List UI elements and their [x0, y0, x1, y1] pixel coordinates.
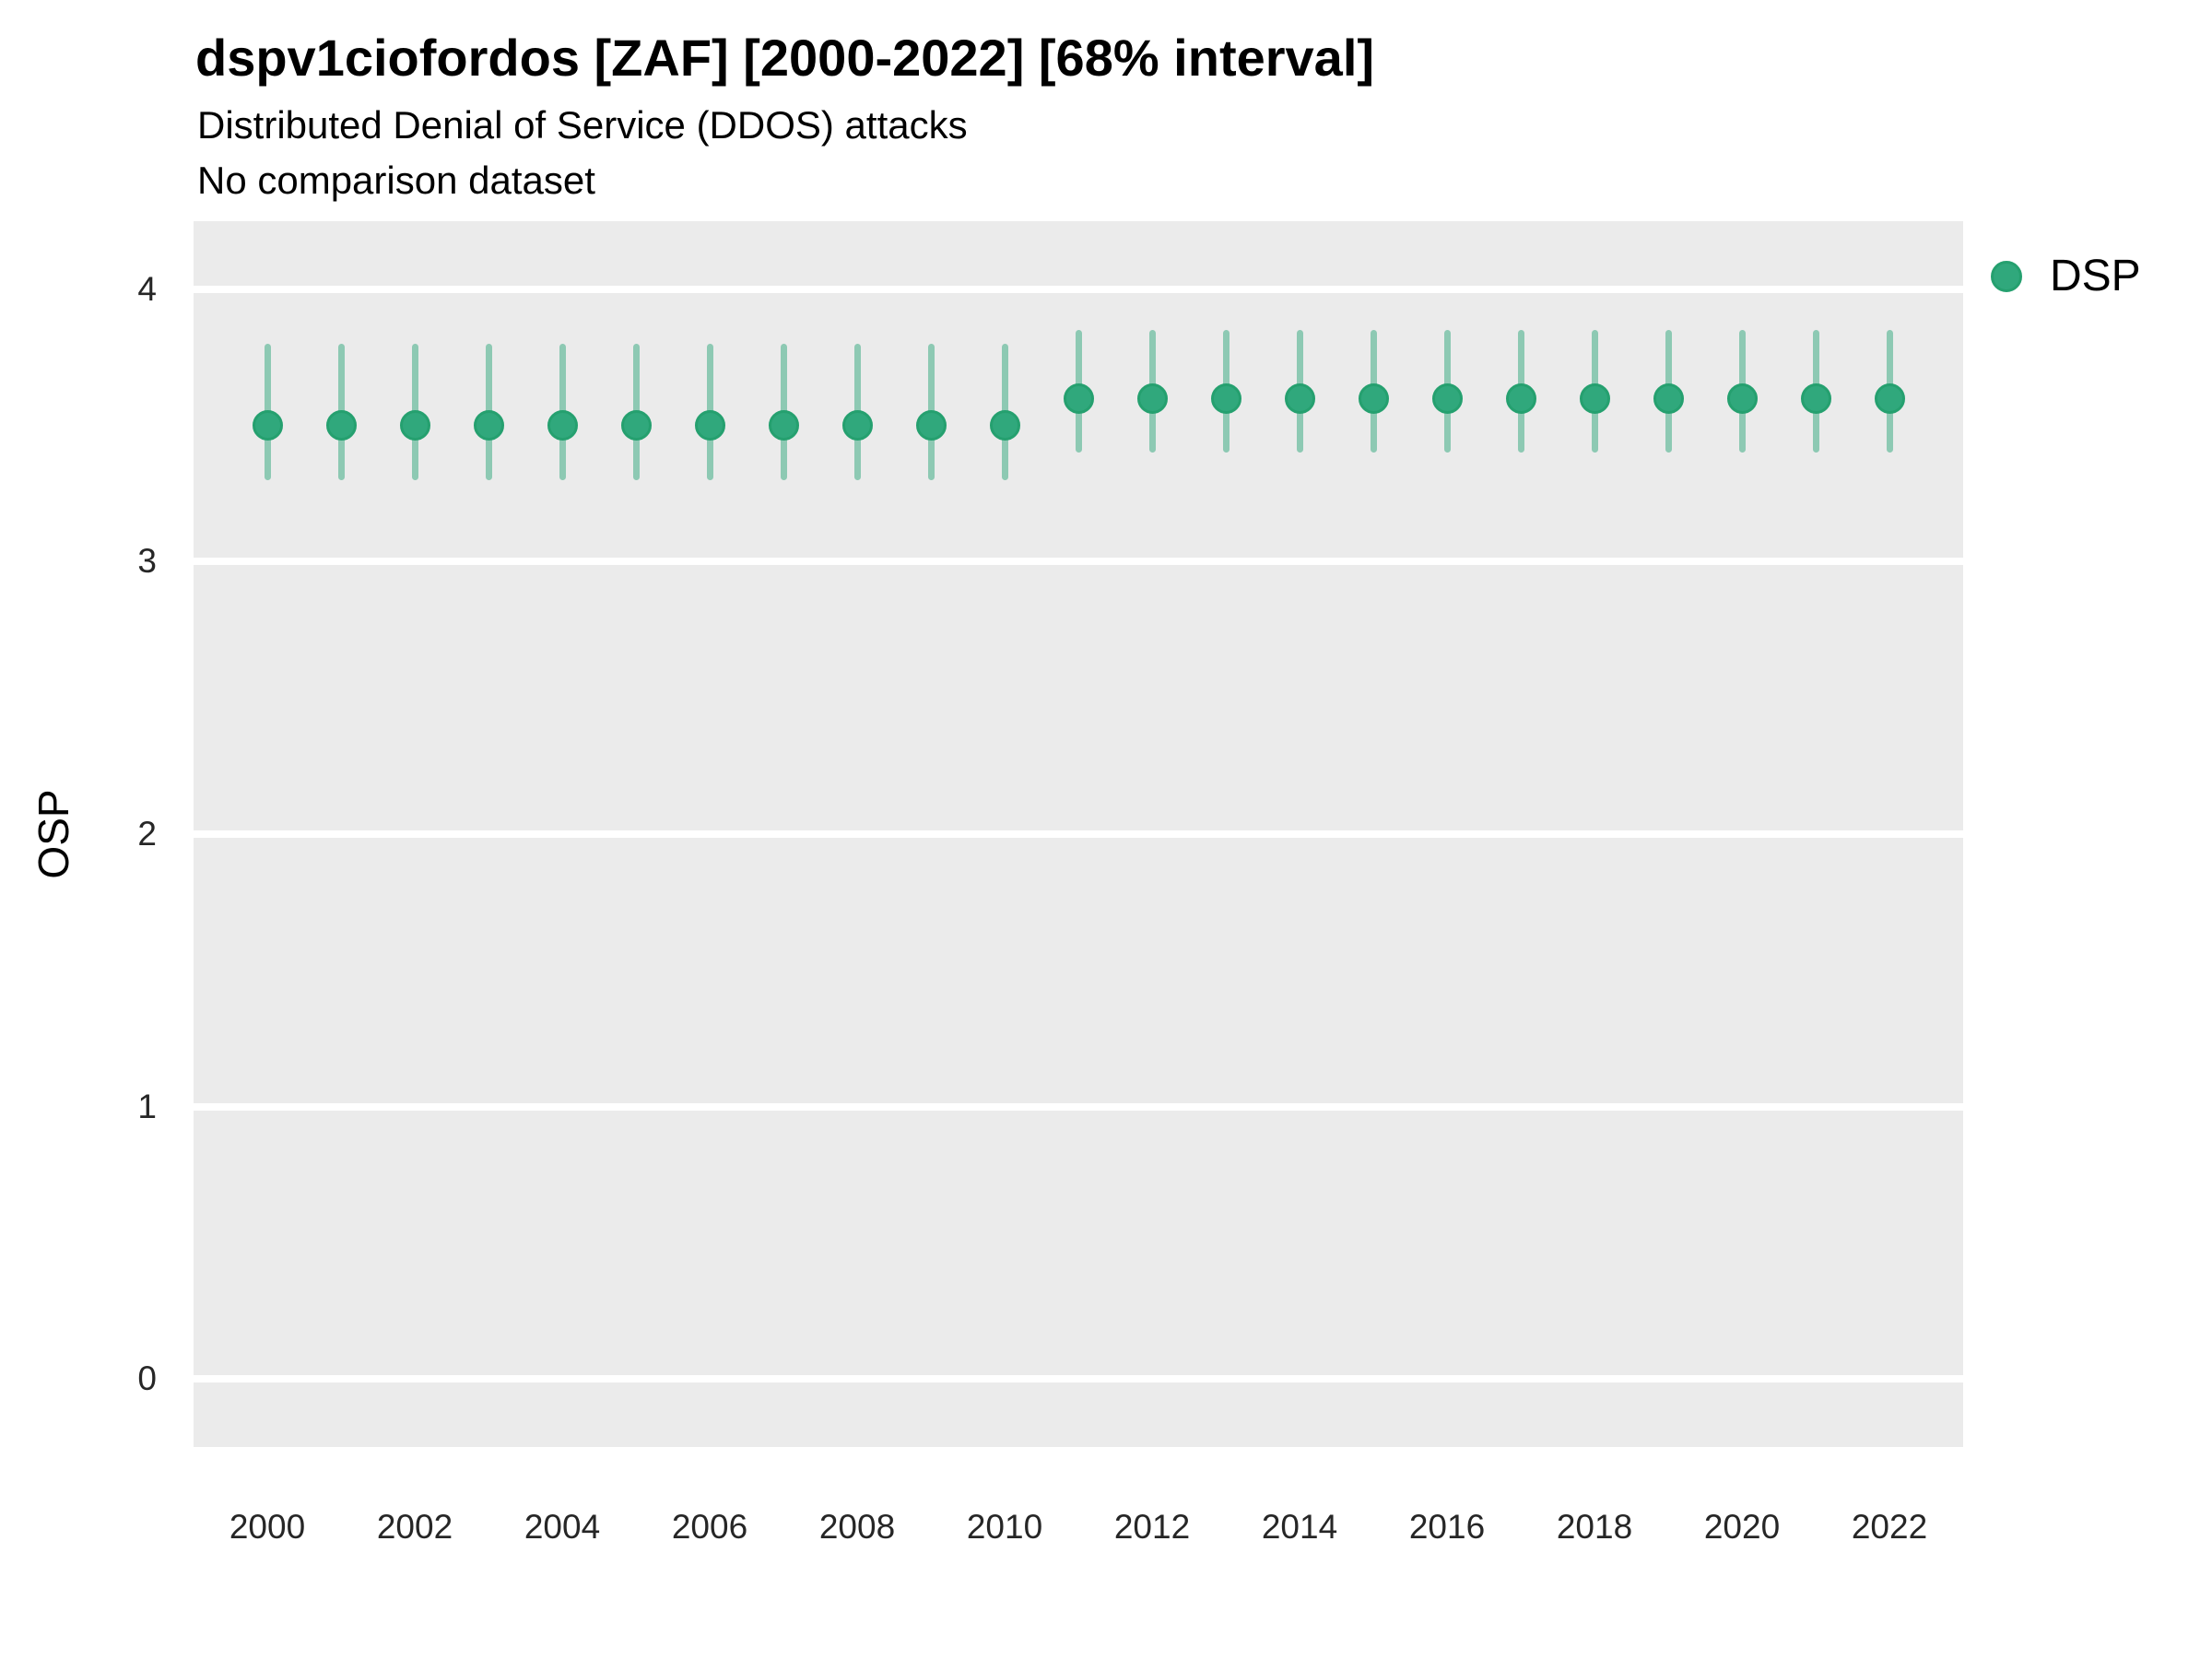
data-point [1800, 382, 1831, 414]
y-tick-label: 3 [137, 542, 157, 581]
data-point [1874, 382, 1905, 414]
chart-subtitle: Distributed Denial of Service (DDOS) att… [197, 103, 968, 147]
data-point [1579, 382, 1610, 414]
x-tick-label: 2020 [1703, 1508, 1781, 1546]
gridline [194, 830, 1963, 838]
chart-title: dspv1ciofordos [ZAF] [2000-2022] [68% in… [195, 29, 1375, 87]
y-tick-label: 4 [137, 269, 157, 308]
data-point [1726, 382, 1758, 414]
data-point [252, 410, 283, 441]
data-point [620, 410, 652, 441]
gridline [194, 1102, 1963, 1111]
legend: DSP [1991, 254, 2141, 299]
x-tick-label: 2022 [1851, 1508, 1928, 1546]
data-point [399, 410, 430, 441]
legend-point-icon [1991, 261, 2022, 292]
data-point [1136, 382, 1168, 414]
gridline [194, 558, 1963, 566]
data-point [915, 410, 947, 441]
x-tick-label: 2006 [671, 1508, 748, 1546]
data-point [1063, 382, 1094, 414]
x-tick-label: 2000 [229, 1508, 306, 1546]
comparison-note: No comparison dataset [197, 159, 595, 202]
data-point [547, 410, 578, 441]
data-point [1431, 382, 1463, 414]
data-point [841, 410, 873, 441]
x-tick-label: 2014 [1261, 1508, 1338, 1546]
x-tick-label: 2018 [1556, 1508, 1633, 1546]
x-tick-label: 2016 [1408, 1508, 1486, 1546]
x-tick-label: 2008 [818, 1508, 896, 1546]
data-point [1284, 382, 1315, 414]
y-tick-label: 1 [137, 1087, 157, 1125]
data-point [325, 410, 357, 441]
data-point [1653, 382, 1684, 414]
y-tick-label: 2 [137, 815, 157, 853]
legend-item-label: DSP [2050, 252, 2141, 300]
data-point [1210, 382, 1241, 414]
x-tick-label: 2012 [1113, 1508, 1191, 1546]
plot-panel [194, 221, 1963, 1447]
data-point [1358, 382, 1389, 414]
data-point [694, 410, 725, 441]
data-point [768, 410, 799, 441]
y-tick-label: 0 [137, 1359, 157, 1398]
x-tick-label: 2010 [966, 1508, 1043, 1546]
x-tick-label: 2002 [376, 1508, 453, 1546]
data-point [473, 410, 504, 441]
x-tick-label: 2004 [524, 1508, 601, 1546]
data-point [1505, 382, 1536, 414]
gridline [194, 285, 1963, 293]
gridline [194, 1375, 1963, 1383]
data-point [989, 410, 1020, 441]
